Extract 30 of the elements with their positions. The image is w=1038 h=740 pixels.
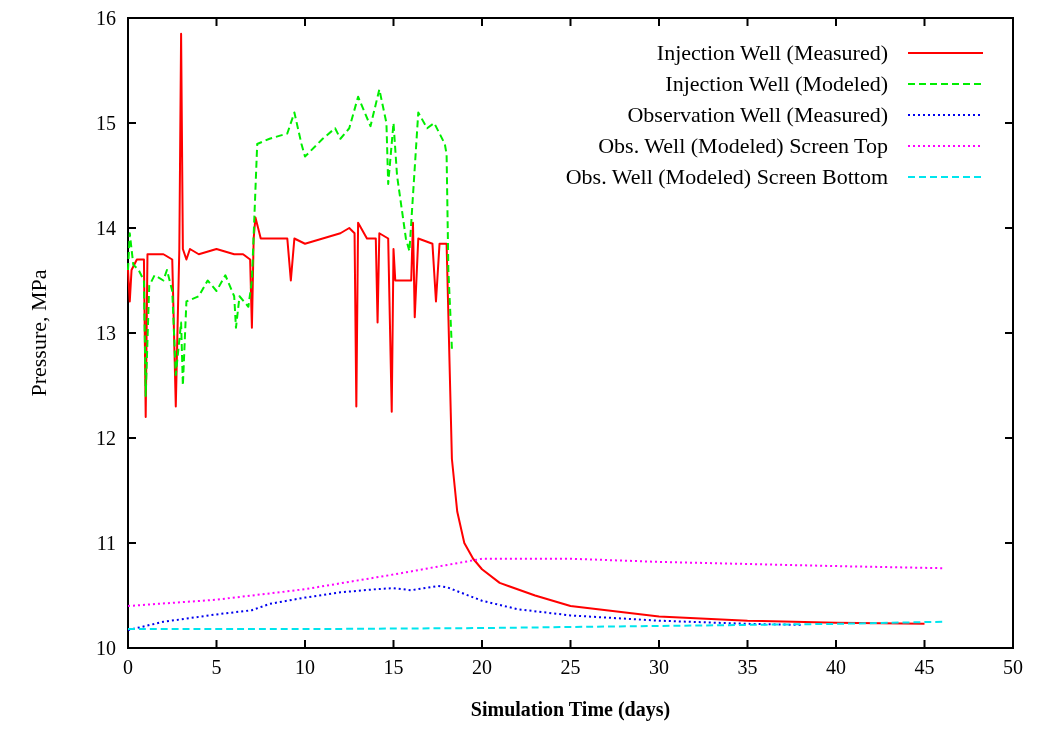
legend-label: Observation Well (Measured)	[627, 102, 888, 127]
x-tick-label: 5	[211, 656, 222, 678]
y-tick-label: 13	[96, 322, 116, 344]
y-axis-title: Pressure, MPa	[26, 269, 51, 397]
line-series	[127, 557, 944, 607]
legend-label: Obs. Well (Modeled) Screen Bottom	[565, 164, 888, 189]
y-tick-label: 10	[96, 637, 116, 659]
x-tick-label: 40	[826, 656, 846, 678]
x-tick-label: 15	[383, 656, 404, 678]
y-tick-label: 11	[96, 532, 116, 554]
x-tick-label: 45	[914, 656, 935, 678]
line-series	[127, 620, 944, 631]
line-series	[127, 88, 453, 397]
y-tick-label: 14	[96, 217, 116, 239]
x-tick-label: 50	[1003, 656, 1023, 678]
legend-label: Injection Well (Measured)	[656, 40, 888, 65]
y-tick-label: 12	[96, 427, 116, 449]
x-tick-label: 10	[295, 656, 315, 678]
line-series	[127, 585, 802, 632]
x-tick-label: 25	[560, 656, 581, 678]
x-tick-label: 30	[649, 656, 669, 678]
x-tick-label: 35	[737, 656, 758, 678]
legend-label: Injection Well (Modeled)	[665, 71, 888, 96]
x-tick-label: 0	[123, 656, 133, 678]
x-tick-label: 20	[472, 656, 492, 678]
x-axis-title: Simulation Time (days)	[470, 698, 671, 721]
legend-label: Obs. Well (Modeled) Screen Top	[598, 133, 888, 158]
y-tick-label: 15	[96, 112, 116, 134]
line-series	[127, 32, 926, 625]
y-tick-label: 16	[96, 7, 116, 29]
